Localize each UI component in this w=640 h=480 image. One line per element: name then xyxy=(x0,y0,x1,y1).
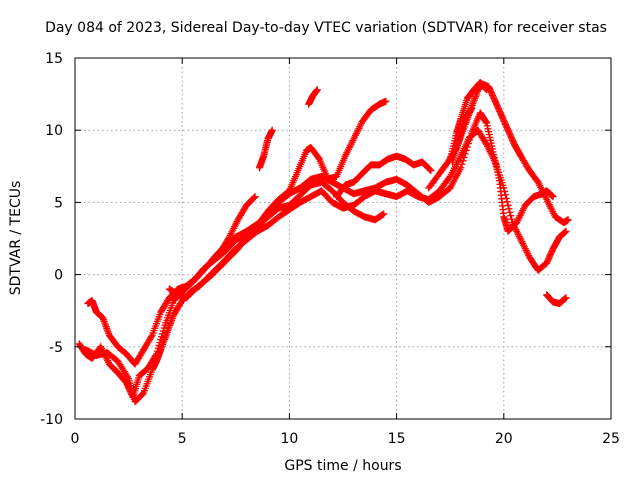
data-point xyxy=(502,191,510,199)
y-tick-label: -10 xyxy=(40,412,63,428)
data-point xyxy=(504,201,512,209)
data-point xyxy=(251,193,259,201)
series-short-2 xyxy=(305,86,321,108)
data-point xyxy=(457,164,465,172)
x-tick-label: 20 xyxy=(495,431,513,447)
y-axis-label: SDTVAR / TECUs xyxy=(8,181,24,296)
data-point xyxy=(506,208,514,216)
y-tick-label: 5 xyxy=(54,195,63,211)
data-point xyxy=(507,212,515,220)
data-point xyxy=(502,194,510,202)
data-point xyxy=(503,198,511,206)
y-tick-label: -5 xyxy=(49,340,63,356)
y-tick-label: 15 xyxy=(45,51,63,67)
data-point xyxy=(426,166,434,174)
x-tick-label: 0 xyxy=(71,431,80,447)
series-short-1 xyxy=(255,126,276,172)
chart-title: Day 084 of 2023, Sidereal Day-to-day VTE… xyxy=(45,20,607,36)
data-point xyxy=(508,215,516,223)
x-axis: 0 5 10 15 20 25 xyxy=(71,58,620,447)
series-track-d xyxy=(165,97,390,302)
x-axis-label: GPS time / hours xyxy=(284,458,401,474)
data-point xyxy=(564,216,572,224)
y-tick-label: 0 xyxy=(54,268,63,284)
data-point xyxy=(427,167,435,175)
data-point xyxy=(468,105,476,113)
data-point xyxy=(483,86,491,94)
plot-frame xyxy=(74,57,612,420)
data-point xyxy=(268,126,276,134)
series-short-3 xyxy=(448,105,476,166)
grid-lines xyxy=(75,58,611,419)
series-short-4 xyxy=(543,291,570,307)
y-axis: -10 -5 0 5 10 15 xyxy=(40,51,611,428)
x-tick-label: 25 xyxy=(602,431,620,447)
data-point xyxy=(562,227,570,235)
data-point xyxy=(382,97,390,105)
x-tick-label: 15 xyxy=(388,431,406,447)
data-point xyxy=(500,184,508,192)
data-point xyxy=(380,210,388,218)
data-point xyxy=(549,193,557,201)
y-tick-label: 10 xyxy=(45,123,63,139)
data-point xyxy=(147,333,155,341)
x-tick-label: 10 xyxy=(280,431,298,447)
data-point xyxy=(250,193,258,201)
data-point xyxy=(505,205,513,213)
data-point xyxy=(562,294,570,302)
series-track-c xyxy=(82,126,570,406)
series-track-g xyxy=(425,80,572,227)
x-tick-label: 5 xyxy=(178,431,187,447)
series-track-e xyxy=(217,193,259,255)
data-point xyxy=(313,86,321,94)
data-points xyxy=(75,79,572,406)
data-point xyxy=(501,187,509,195)
series-track-f xyxy=(333,152,435,201)
